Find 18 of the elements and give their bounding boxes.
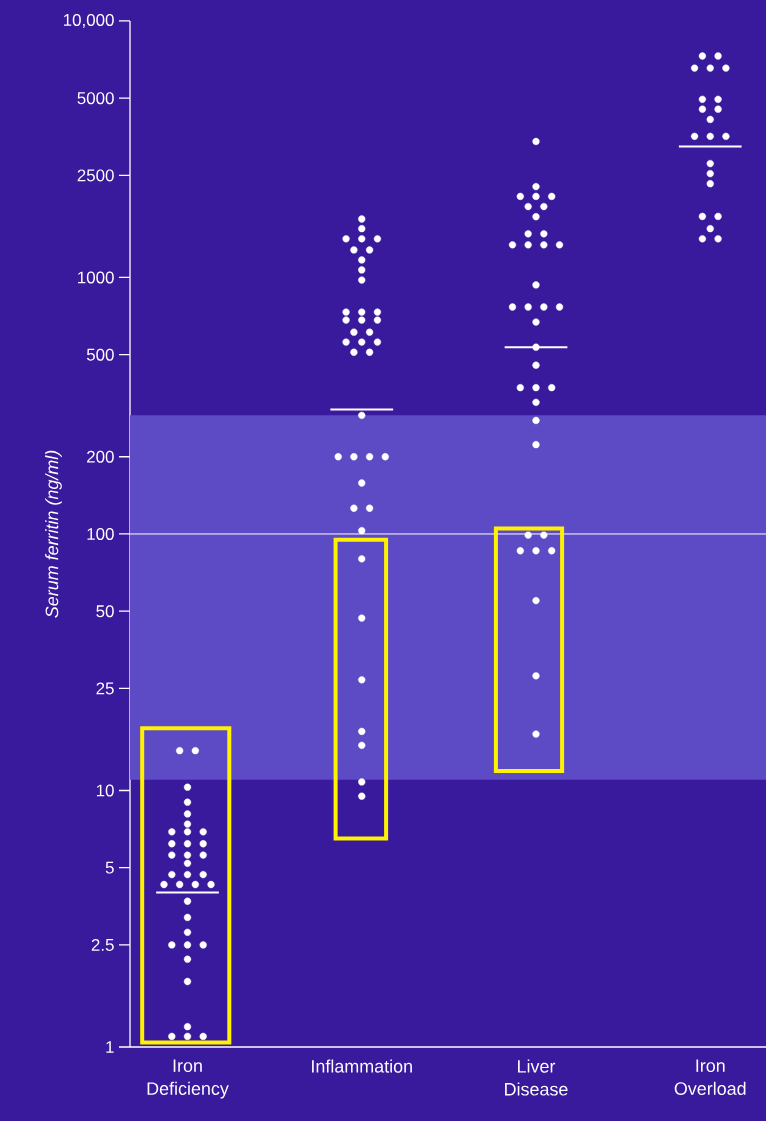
y-tick-label: 500 [86, 348, 114, 361]
y-tick-label: 5 [105, 861, 114, 874]
x-tick-label: Liver Disease [505, 1059, 568, 1096]
y-tick-label: 10,000 [63, 13, 114, 28]
y-tick-label: 100 [87, 527, 114, 540]
y-axis-title: Serum ferritin (ng/ml) [45, 450, 62, 618]
y-tick-label: 200 [87, 450, 114, 463]
y-tick-label: 10 [96, 784, 114, 797]
y-tick-label: 2500 [77, 169, 114, 182]
y-tick-label: 1 [106, 1041, 114, 1053]
x-tick-label: Iron Overload [674, 1059, 746, 1095]
y-tick-label: 50 [96, 605, 114, 618]
x-tick-label: Inflammation [312, 1059, 412, 1073]
y-tick-label: 1000 [78, 271, 114, 284]
x-tick-label: Iron Deficiency [147, 1059, 229, 1099]
y-tick-label: 5000 [77, 92, 114, 105]
y-tick-label: 2.5 [91, 938, 114, 951]
y-tick-label: 25 [96, 682, 114, 695]
